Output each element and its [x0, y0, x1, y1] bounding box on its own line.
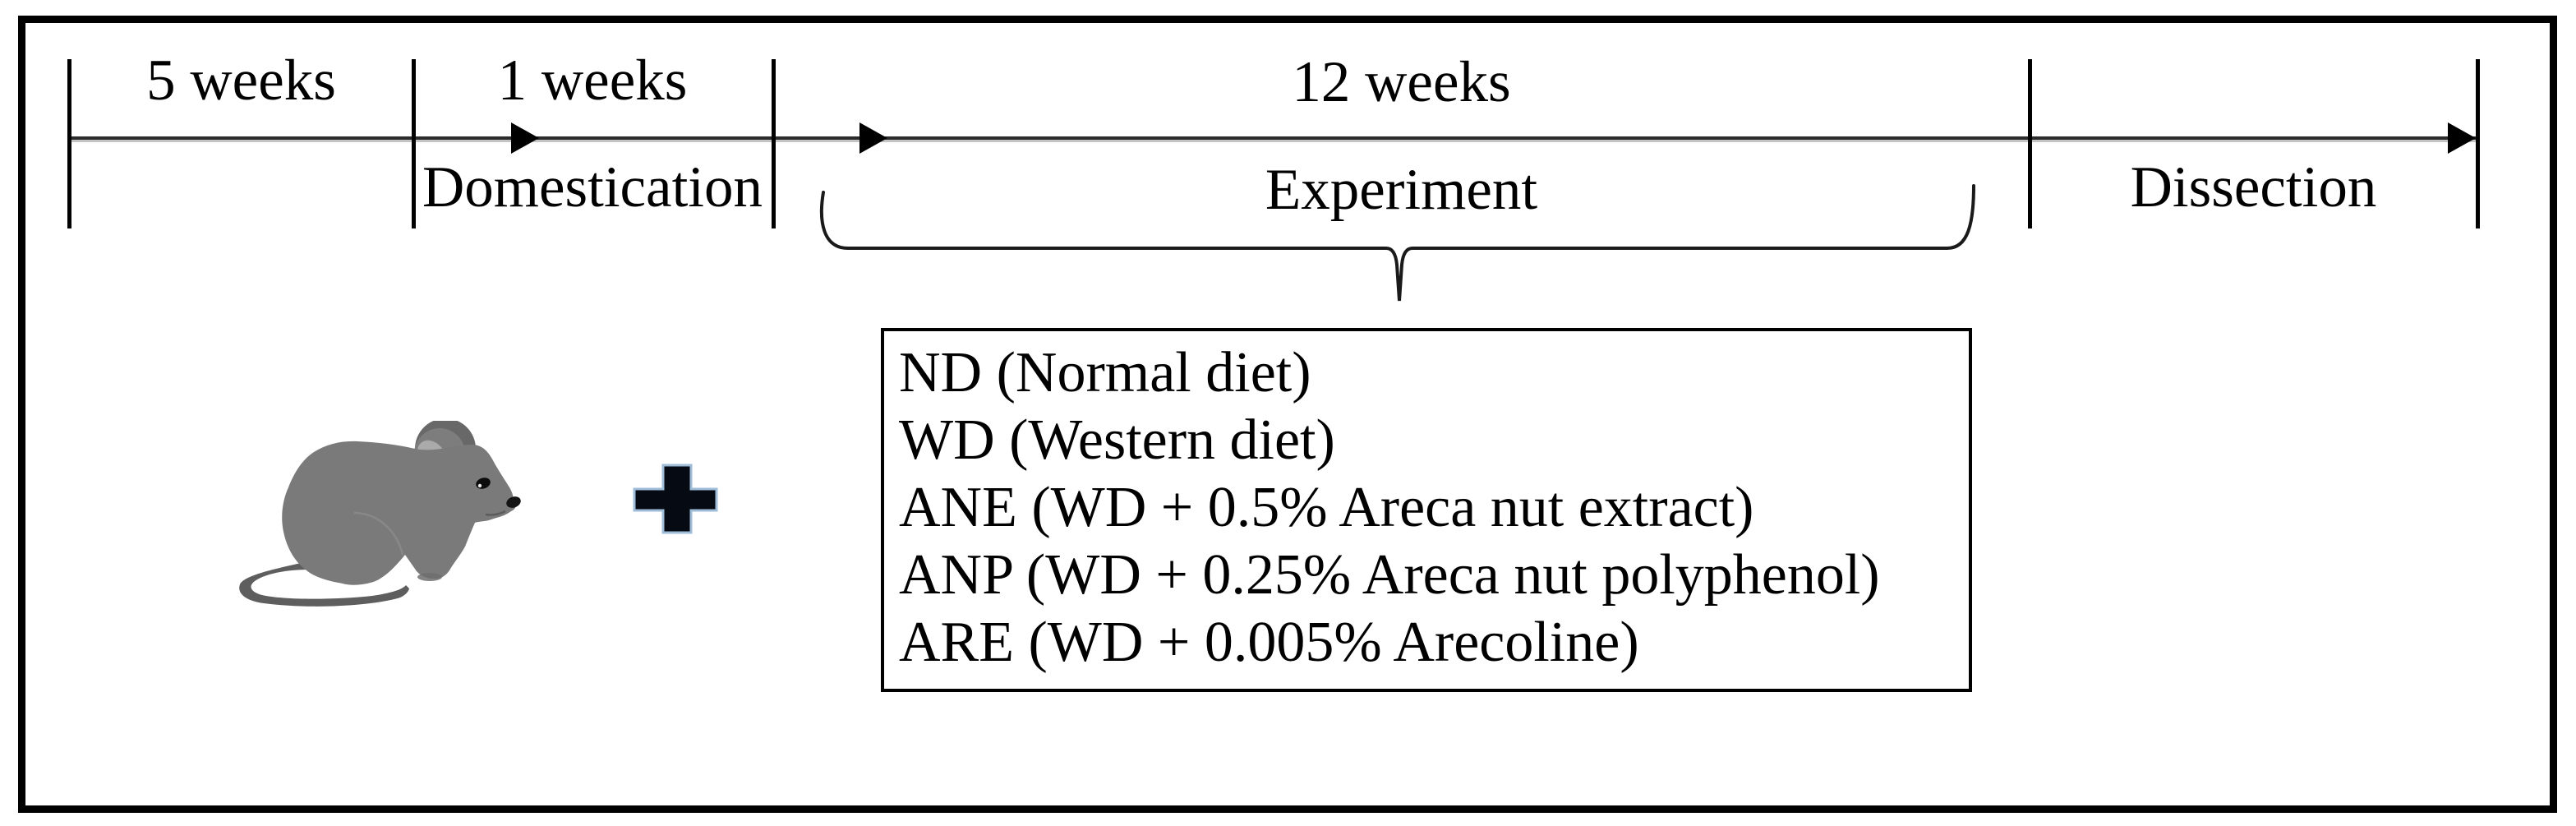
experiment-brace — [819, 184, 1975, 302]
duration-label-5-weeks: 5 weeks — [146, 48, 336, 113]
timeline-tick-dissection-start — [2028, 59, 2032, 228]
mouse-body — [282, 441, 516, 585]
timeline-tick-domestication-start — [412, 59, 416, 228]
plus-icon — [633, 464, 718, 534]
mouse-nose — [506, 496, 521, 508]
phase-label-domestication: Domestication — [422, 155, 763, 219]
duration-label-1-weeks: 1 weeks — [497, 48, 688, 113]
timeline-arrow-icon-2 — [859, 122, 887, 154]
diet-group-nd: ND (Normal diet) — [899, 341, 1311, 404]
timeline-arrow-icon-1 — [511, 122, 539, 154]
diet-group-anp: ANP (WD + 0.25% Areca nut polyphenol) — [899, 543, 1880, 607]
diet-group-wd: WD (Western diet) — [899, 408, 1335, 472]
timeline-tick-start — [67, 59, 71, 228]
mouse-mouth-line — [485, 510, 506, 516]
timeline-arrow-icon-3 — [2448, 122, 2476, 154]
timeline-tick-end — [2476, 59, 2480, 228]
mouse-eye-glint — [477, 483, 482, 488]
timeline-tick-experiment-start — [772, 59, 776, 228]
mouse-haunch-line — [353, 511, 404, 556]
duration-label-12-weeks: 12 weeks — [1292, 50, 1511, 114]
mouse-front-foot — [417, 573, 442, 581]
diet-group-are: ARE (WD + 0.005% Arecoline) — [899, 611, 1639, 674]
diet-groups-box: ND (Normal diet) WD (Western diet) ANE (… — [881, 328, 1972, 692]
phase-label-experiment: Experiment — [1265, 158, 1538, 222]
phase-label-dissection: Dissection — [2130, 155, 2377, 219]
timeline-axis — [69, 136, 2477, 140]
diet-group-ane: ANE (WD + 0.5% Areca nut extract) — [899, 476, 1754, 539]
mouse-icon — [239, 421, 521, 607]
